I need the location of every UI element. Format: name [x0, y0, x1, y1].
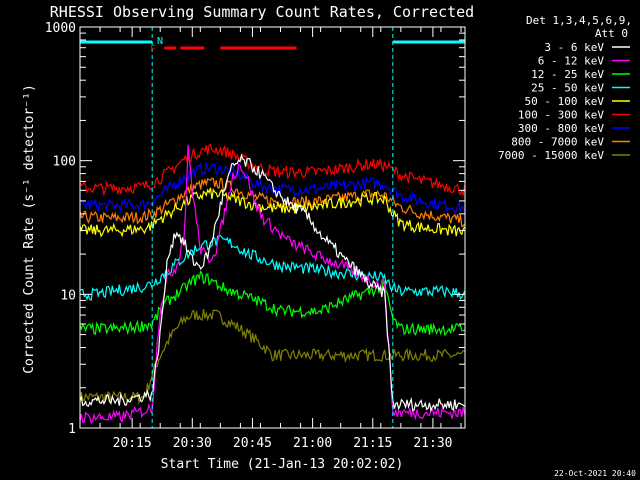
plot-frame: [79, 26, 466, 429]
legend-label-7: 300 - 800 keV: [518, 122, 604, 135]
y-tick-label: 1000: [45, 21, 76, 36]
footer-date: 22-Oct-2021 20:40: [554, 469, 636, 478]
legend-label-8: 800 - 7000 keV: [511, 136, 604, 149]
plot-area: [79, 27, 466, 428]
legend-label-6: 100 - 300 keV: [518, 109, 604, 122]
y-tick-label: 100: [53, 155, 76, 170]
legend-label-1: 3 - 6 keV: [544, 41, 604, 54]
legend-label-3: 12 - 25 keV: [531, 68, 604, 81]
chart-title: RHESSI Observing Summary Count Rates, Co…: [50, 3, 474, 21]
x-tick-label: 20:30: [173, 436, 212, 451]
series-line-1: [79, 153, 466, 413]
series-line-6: [79, 143, 466, 197]
series-line-8: [79, 177, 466, 228]
flare-flag-label: F: [150, 44, 156, 55]
x-tick-label: 21:15: [353, 436, 392, 451]
axes: 1 10 100 1000 20:15 20:30 20:45 21:00 21:15 21:30: [45, 21, 466, 451]
x-tick-label: 21:30: [413, 436, 452, 451]
legend-label-4: 25 - 50 keV: [531, 82, 604, 95]
legend-header-attenuator: Att 0: [595, 27, 628, 40]
night-flag-label: N: [157, 36, 163, 47]
legend-label-2: 6 - 12 keV: [538, 55, 605, 68]
y-tick-label: 1: [68, 422, 76, 437]
x-axis-label: Start Time (21-Jan-13 20:02:02): [161, 457, 404, 472]
series-line-2: [79, 144, 466, 425]
legend-label-5: 50 - 100 keV: [525, 95, 605, 108]
y-tick-label: 10: [60, 288, 76, 303]
x-tick-label: 20:15: [113, 436, 152, 451]
series-line-3: [79, 270, 465, 337]
legend-label-9: 7000 - 15000 keV: [498, 149, 604, 162]
series-line-4: [79, 235, 466, 302]
series-line-5: [79, 187, 466, 238]
legend-header-detectors: Det 1,3,4,5,6,9,: [526, 14, 632, 27]
x-tick-label: 20:45: [233, 436, 272, 451]
y-axis-label: Corrected Count Rate (s⁻¹ detector⁻¹): [22, 84, 37, 374]
x-tick-label: 21:00: [293, 436, 332, 451]
series-line-7: [79, 161, 466, 214]
